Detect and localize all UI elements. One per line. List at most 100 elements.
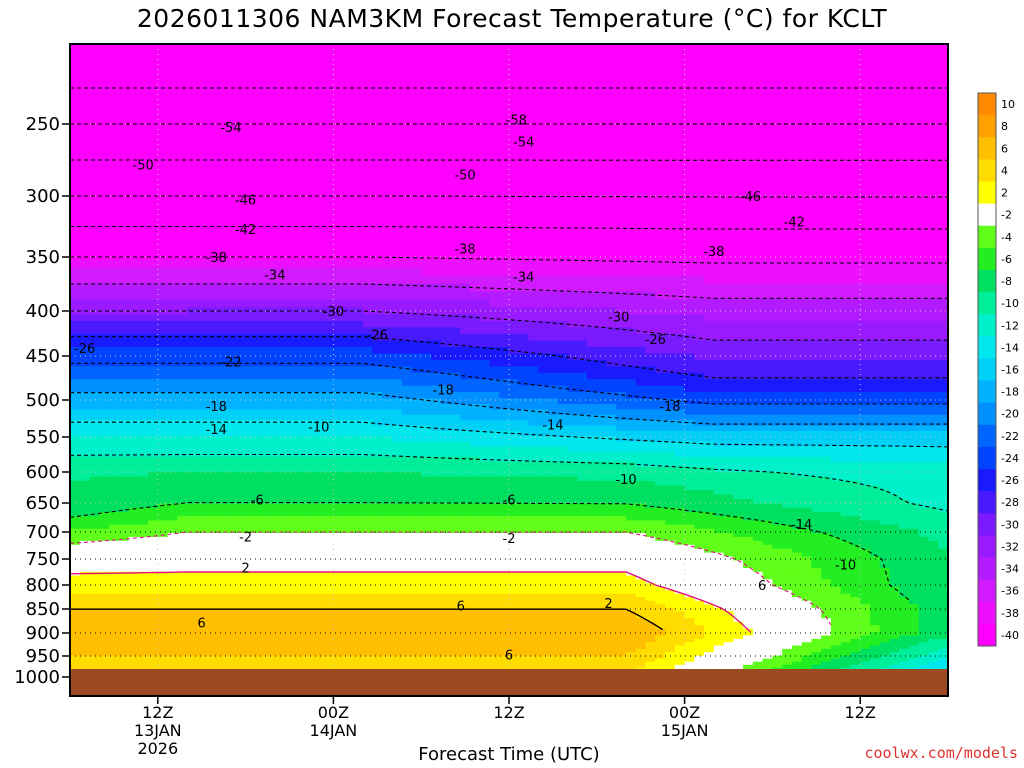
field-cell [509, 52, 520, 64]
field-cell [118, 528, 130, 534]
field-cell [128, 414, 139, 421]
field-cell [352, 520, 364, 526]
field-cell [421, 320, 432, 328]
field-cell [118, 392, 130, 399]
field-cell [499, 533, 510, 538]
field-cell [128, 548, 139, 554]
field-cell [294, 466, 305, 473]
field-cell [274, 503, 286, 509]
field-cell [118, 307, 130, 315]
field-cell [128, 604, 139, 609]
field-cell [304, 507, 315, 513]
field-cell [294, 385, 305, 393]
field-cell [294, 360, 305, 367]
field-cell [352, 645, 364, 650]
field-cell [138, 93, 149, 105]
field-cell [216, 512, 227, 517]
field-cell [128, 146, 139, 158]
field-cell [157, 327, 169, 335]
field-cell [167, 648, 178, 653]
field-cell [109, 275, 120, 285]
field-cell [187, 575, 198, 580]
field-cell [450, 600, 461, 605]
field-cell [157, 648, 169, 653]
field-cell [479, 372, 491, 380]
field-cell [109, 494, 120, 500]
field-cell [489, 583, 500, 588]
field-cell [187, 135, 198, 147]
field-cell [411, 425, 422, 432]
field-cell [440, 251, 452, 261]
field-cell [460, 548, 471, 554]
field-cell [274, 430, 286, 437]
field-cell [177, 571, 188, 577]
field-cell [343, 167, 354, 179]
field-cell [489, 441, 500, 448]
field-cell [167, 451, 178, 458]
field-cell [372, 398, 383, 405]
field-cell [128, 372, 139, 380]
field-cell [440, 466, 452, 473]
field-cell [128, 552, 139, 558]
field-cell [255, 638, 266, 643]
field-cell [118, 461, 130, 468]
field-cell [109, 632, 120, 637]
field-cell [196, 456, 208, 463]
field-cell [206, 167, 217, 179]
field-cell [128, 490, 139, 496]
field-cell [411, 360, 422, 367]
field-cell [284, 568, 295, 573]
field-cell [284, 283, 295, 292]
field-cell [177, 544, 188, 550]
field-cell [284, 404, 295, 410]
field-cell [216, 476, 227, 482]
field-cell [294, 638, 305, 643]
field-cell [431, 392, 442, 399]
field-cell [431, 524, 442, 530]
field-cell [294, 490, 305, 496]
field-cell [265, 536, 276, 542]
field-cell [216, 436, 227, 442]
field-cell [167, 320, 178, 328]
field-cell [255, 635, 266, 640]
field-cell [226, 472, 237, 478]
field-cell [304, 481, 315, 487]
field-cell [450, 233, 461, 244]
field-cell [274, 575, 286, 580]
field-cell [265, 540, 276, 546]
field-cell [421, 571, 432, 577]
field-cell [187, 104, 198, 116]
field-cell [460, 461, 471, 468]
field-cell [167, 533, 178, 538]
field-cell [391, 472, 403, 478]
field-cell [274, 93, 286, 105]
field-cell [470, 568, 481, 573]
field-cell [216, 135, 227, 147]
field-cell [489, 611, 500, 616]
field-cell [89, 283, 100, 292]
field-cell [187, 283, 198, 292]
field-cell [245, 398, 256, 405]
field-cell [99, 327, 110, 335]
field-cell [323, 507, 334, 513]
field-cell [440, 216, 452, 226]
field-cell [265, 655, 276, 660]
field-cell [391, 446, 403, 453]
field-cell [362, 664, 374, 669]
field-cell [352, 392, 364, 399]
field-cell [391, 135, 403, 147]
field-cell [391, 207, 403, 217]
field-cell [450, 83, 461, 95]
field-cell [372, 392, 383, 399]
field-cell [333, 635, 344, 640]
field-cell [431, 275, 442, 285]
field-cell [128, 524, 139, 530]
field-cell [216, 366, 227, 374]
field-cell [372, 135, 383, 147]
field-cell [411, 655, 422, 660]
field-cell [138, 198, 149, 208]
field-cell [118, 114, 130, 126]
field-cell [401, 188, 413, 199]
field-cell [177, 446, 188, 453]
